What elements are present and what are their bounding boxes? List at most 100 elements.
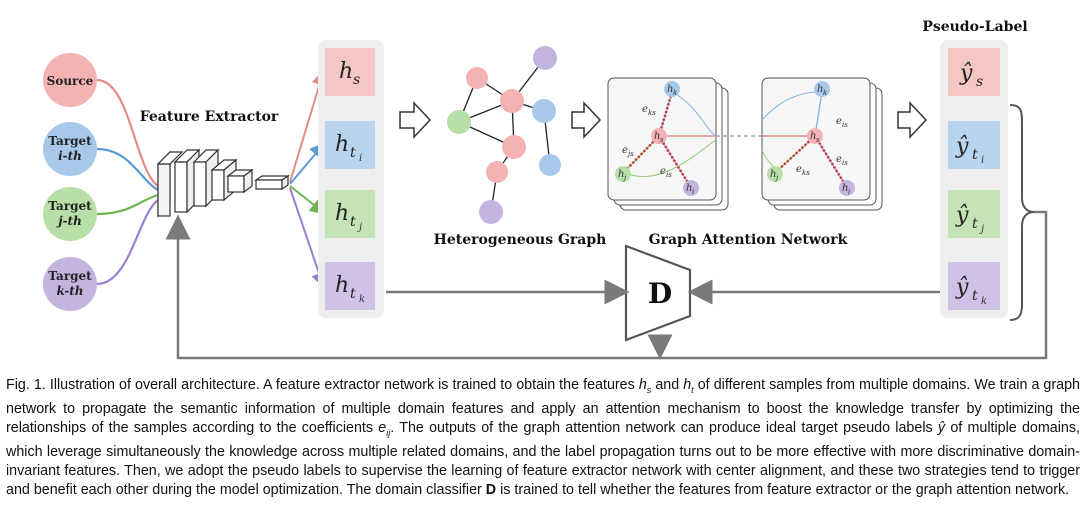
caption-text-3: is trained to tell whether the features … xyxy=(500,481,1070,498)
caption-and: and xyxy=(655,377,680,393)
brace-icon xyxy=(1009,104,1035,321)
graph-node xyxy=(486,161,508,183)
svg-text:t: t xyxy=(350,145,356,161)
feature-panel xyxy=(318,40,384,318)
svg-text:k: k xyxy=(981,296,987,307)
svg-text:e: e xyxy=(836,116,842,127)
svg-text:h: h xyxy=(335,201,349,226)
caption-text-1a: Illustration of overall architecture. A … xyxy=(49,377,635,393)
caption-text-2b: of multiple domains, which leverage simu… xyxy=(6,419,1080,498)
svg-text:Target: Target xyxy=(48,134,92,148)
svg-text:js: js xyxy=(626,150,634,158)
arrow-to-htj xyxy=(289,185,327,215)
feature-extractor-label: Feature Extractor xyxy=(140,109,279,125)
svg-text:h: h xyxy=(770,169,776,180)
graph-node xyxy=(466,67,488,89)
feature-h-s: h s xyxy=(325,48,375,96)
caption-fig-label: Fig. 1. xyxy=(6,377,46,393)
svg-text:e: e xyxy=(622,145,628,156)
svg-text:i: i xyxy=(848,188,850,196)
svg-text:ŷ: ŷ xyxy=(955,203,969,228)
hollow-arrow-3-icon xyxy=(897,101,928,139)
svg-text:j-th: j-th xyxy=(56,214,82,228)
svg-text:t: t xyxy=(350,214,356,230)
caption-ht: h xyxy=(683,377,692,393)
caption-eij: e xyxy=(378,419,387,436)
pseudo-label-y-ti: ŷ t i xyxy=(948,121,1000,169)
svg-text:j: j xyxy=(357,222,362,233)
svg-text:is: is xyxy=(842,121,848,129)
svg-text:h: h xyxy=(817,84,823,95)
svg-text:h: h xyxy=(667,84,673,95)
svg-text:j: j xyxy=(774,174,779,182)
target-i-edge xyxy=(96,147,159,191)
graph-node xyxy=(447,110,471,134)
svg-text:s: s xyxy=(660,136,664,144)
svg-text:i: i xyxy=(981,155,984,166)
hollow-arrow-2-icon xyxy=(571,101,602,139)
svg-text:k: k xyxy=(673,89,677,97)
target-k-edge xyxy=(96,199,159,286)
input-target-j-node: Target j-th xyxy=(43,187,97,241)
pseudo-label-title: Pseudo-Label xyxy=(922,19,1027,35)
svg-text:ŷ: ŷ xyxy=(955,275,969,300)
input-target-i-node: Target i-th xyxy=(43,122,97,176)
graph-node xyxy=(532,99,556,123)
graph-node xyxy=(479,200,503,224)
architecture-diagram: Source Target i-th Target j-th Target k-… xyxy=(43,19,1048,360)
caption-text-1b: of different samples from multiple domai… xyxy=(6,377,1080,436)
svg-text:k: k xyxy=(823,89,827,97)
svg-text:k-th: k-th xyxy=(56,284,83,298)
svg-text:ŷ: ŷ xyxy=(955,134,969,159)
svg-text:s: s xyxy=(353,72,360,88)
svg-text:h: h xyxy=(810,131,816,142)
svg-text:e: e xyxy=(796,164,802,175)
graph-node xyxy=(502,135,526,159)
svg-text:ks: ks xyxy=(648,109,656,117)
input-target-k-node: Target k-th xyxy=(43,257,97,311)
source-edge xyxy=(96,78,159,187)
figure-caption: Fig. 1. Illustration of overall architec… xyxy=(6,376,1080,500)
svg-text:h: h xyxy=(842,183,848,194)
pseudo-label-panel xyxy=(940,40,1008,318)
svg-text:e: e xyxy=(836,154,842,165)
svg-text:Target: Target xyxy=(48,269,92,283)
svg-text:i-th: i-th xyxy=(58,149,82,163)
feature-h-ti: h t i xyxy=(325,121,375,169)
arrow-to-hs xyxy=(289,69,328,183)
svg-text:j: j xyxy=(622,174,627,182)
svg-text:h: h xyxy=(686,183,692,194)
graph-node xyxy=(500,89,524,113)
svg-text:h: h xyxy=(654,131,660,142)
svg-text:e: e xyxy=(660,166,666,177)
svg-text:e: e xyxy=(642,104,648,115)
svg-text:Source: Source xyxy=(47,74,94,88)
feedback-loop-arrow xyxy=(165,210,1048,360)
graph-node xyxy=(539,154,561,176)
svg-text:j: j xyxy=(979,224,984,235)
svg-text:k: k xyxy=(359,294,365,305)
caption-yhat: ŷ xyxy=(937,419,946,436)
pseudo-label-y-tk: ŷ t k xyxy=(948,262,1000,310)
pseudo-label-y-tj: ŷ t j xyxy=(948,190,1000,238)
feature-h-tk: h t k xyxy=(325,262,375,310)
caption-hs: h xyxy=(638,377,647,393)
heterogeneous-graph-label: Heterogeneous Graph xyxy=(434,232,607,248)
input-source-node: Source xyxy=(43,53,97,107)
discriminator-icon xyxy=(624,244,692,342)
svg-text:s: s xyxy=(816,136,820,144)
feature-h-tj: h t j xyxy=(325,190,375,238)
svg-text:is: is xyxy=(842,159,848,167)
svg-text:t: t xyxy=(972,288,978,304)
svg-text:h: h xyxy=(335,132,349,157)
svg-text:i: i xyxy=(692,188,694,196)
caption-d: D xyxy=(485,481,497,498)
caption-hs-sub: s xyxy=(646,384,652,395)
pseudo-label-y-s: ŷ s xyxy=(948,48,1000,96)
svg-text:t: t xyxy=(350,286,356,302)
graph-node xyxy=(533,46,557,70)
svg-text:Target: Target xyxy=(48,199,92,213)
